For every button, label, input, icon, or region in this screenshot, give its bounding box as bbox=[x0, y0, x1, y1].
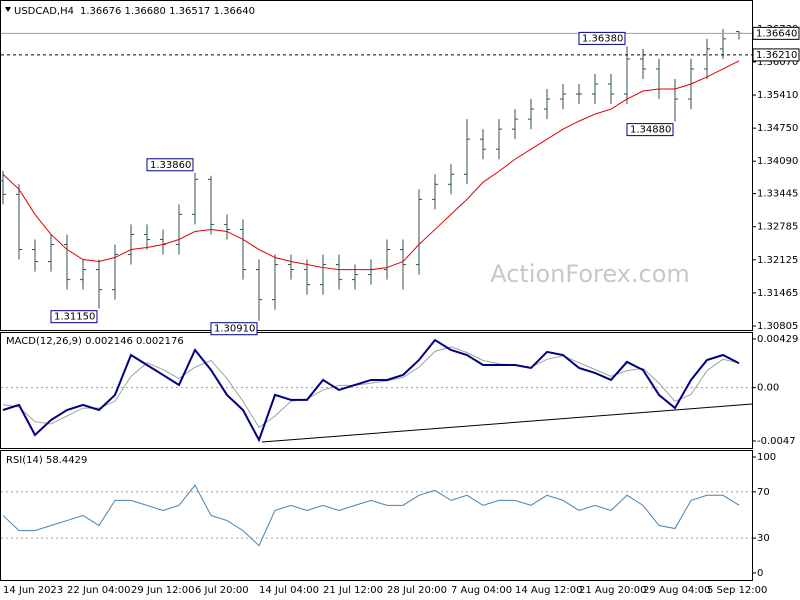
annotation-label: 1.30910 bbox=[214, 324, 255, 335]
annotation-box bbox=[626, 123, 674, 137]
y-tick-label: 1.32785 bbox=[757, 222, 798, 233]
watermark: ActionForex.com bbox=[490, 260, 690, 288]
trend-line bbox=[261, 403, 753, 443]
annotation-label: 1.33860 bbox=[150, 160, 191, 171]
annotation-label: 1.34880 bbox=[630, 125, 671, 136]
annotation-label: 1.36380 bbox=[582, 33, 623, 44]
x-tick-label: 14 Aug 12:00 bbox=[515, 585, 582, 596]
chart-title: USDCAD,H4 bbox=[14, 6, 74, 17]
macd-title: MACD(12,26,9) 0.002146 0.002176 bbox=[6, 336, 184, 347]
y-tick-label: 0 bbox=[757, 568, 763, 579]
y-tick-label: 30 bbox=[757, 533, 770, 544]
price-box bbox=[752, 26, 800, 40]
y-tick-label: -0.0047 bbox=[757, 436, 796, 447]
moving-average bbox=[2, 60, 740, 271]
y-tick-label: 100 bbox=[757, 452, 776, 463]
macd-panel bbox=[0, 332, 753, 449]
annotation-box bbox=[210, 322, 258, 336]
x-tick-label: 21 Jul 12:00 bbox=[323, 585, 383, 596]
price-label: 1.36640 bbox=[756, 28, 797, 39]
y-tick-label: 0.00429 bbox=[757, 334, 798, 345]
price-label: 1.36210 bbox=[756, 50, 797, 61]
annotation-box bbox=[146, 158, 194, 172]
x-tick-label: 22 Jun 04:00 bbox=[67, 585, 131, 596]
y-tick-label: 1.30805 bbox=[757, 321, 798, 332]
indicator-line bbox=[2, 484, 740, 547]
ohlc-header: 1.36676 1.36680 1.36517 1.36640 bbox=[80, 6, 255, 17]
y-tick-label: 70 bbox=[757, 487, 770, 498]
x-tick-label: 7 Aug 04:00 bbox=[451, 585, 512, 596]
x-tick-label: 14 Jul 04:00 bbox=[259, 585, 319, 596]
x-tick-label: 29 Aug 04:00 bbox=[643, 585, 710, 596]
y-tick-label: 0.00 bbox=[757, 383, 779, 394]
rsi-title: RSI(14) 58.4429 bbox=[6, 455, 87, 466]
annotation-box bbox=[50, 310, 98, 324]
x-tick-label: 21 Aug 20:00 bbox=[579, 585, 646, 596]
indicator-line bbox=[2, 346, 740, 429]
x-tick-label: 5 Sep 12:00 bbox=[707, 585, 767, 596]
y-tick-label: 1.35410 bbox=[757, 90, 798, 101]
price-box bbox=[752, 48, 800, 62]
indicator-line bbox=[2, 338, 740, 443]
annotation-label: 1.31150 bbox=[54, 312, 95, 323]
annotation-box bbox=[578, 31, 626, 45]
y-tick-label: 1.32125 bbox=[757, 255, 798, 266]
y-tick-label: 1.34750 bbox=[757, 123, 798, 134]
symbol-icon bbox=[5, 7, 11, 12]
x-tick-label: 29 Jun 12:00 bbox=[131, 585, 195, 596]
x-tick-label: 14 Jun 2023 bbox=[3, 585, 63, 596]
x-tick-label: 6 Jul 20:00 bbox=[195, 585, 249, 596]
x-tick-label: 28 Jul 20:00 bbox=[387, 585, 447, 596]
y-tick-label: 1.34090 bbox=[757, 156, 798, 167]
y-tick-label: 1.31465 bbox=[757, 288, 798, 299]
y-tick-label: 1.36070 bbox=[757, 57, 798, 68]
rsi-panel bbox=[0, 450, 753, 581]
y-tick-label: 1.33445 bbox=[757, 189, 798, 200]
main-panel bbox=[0, 0, 753, 331]
